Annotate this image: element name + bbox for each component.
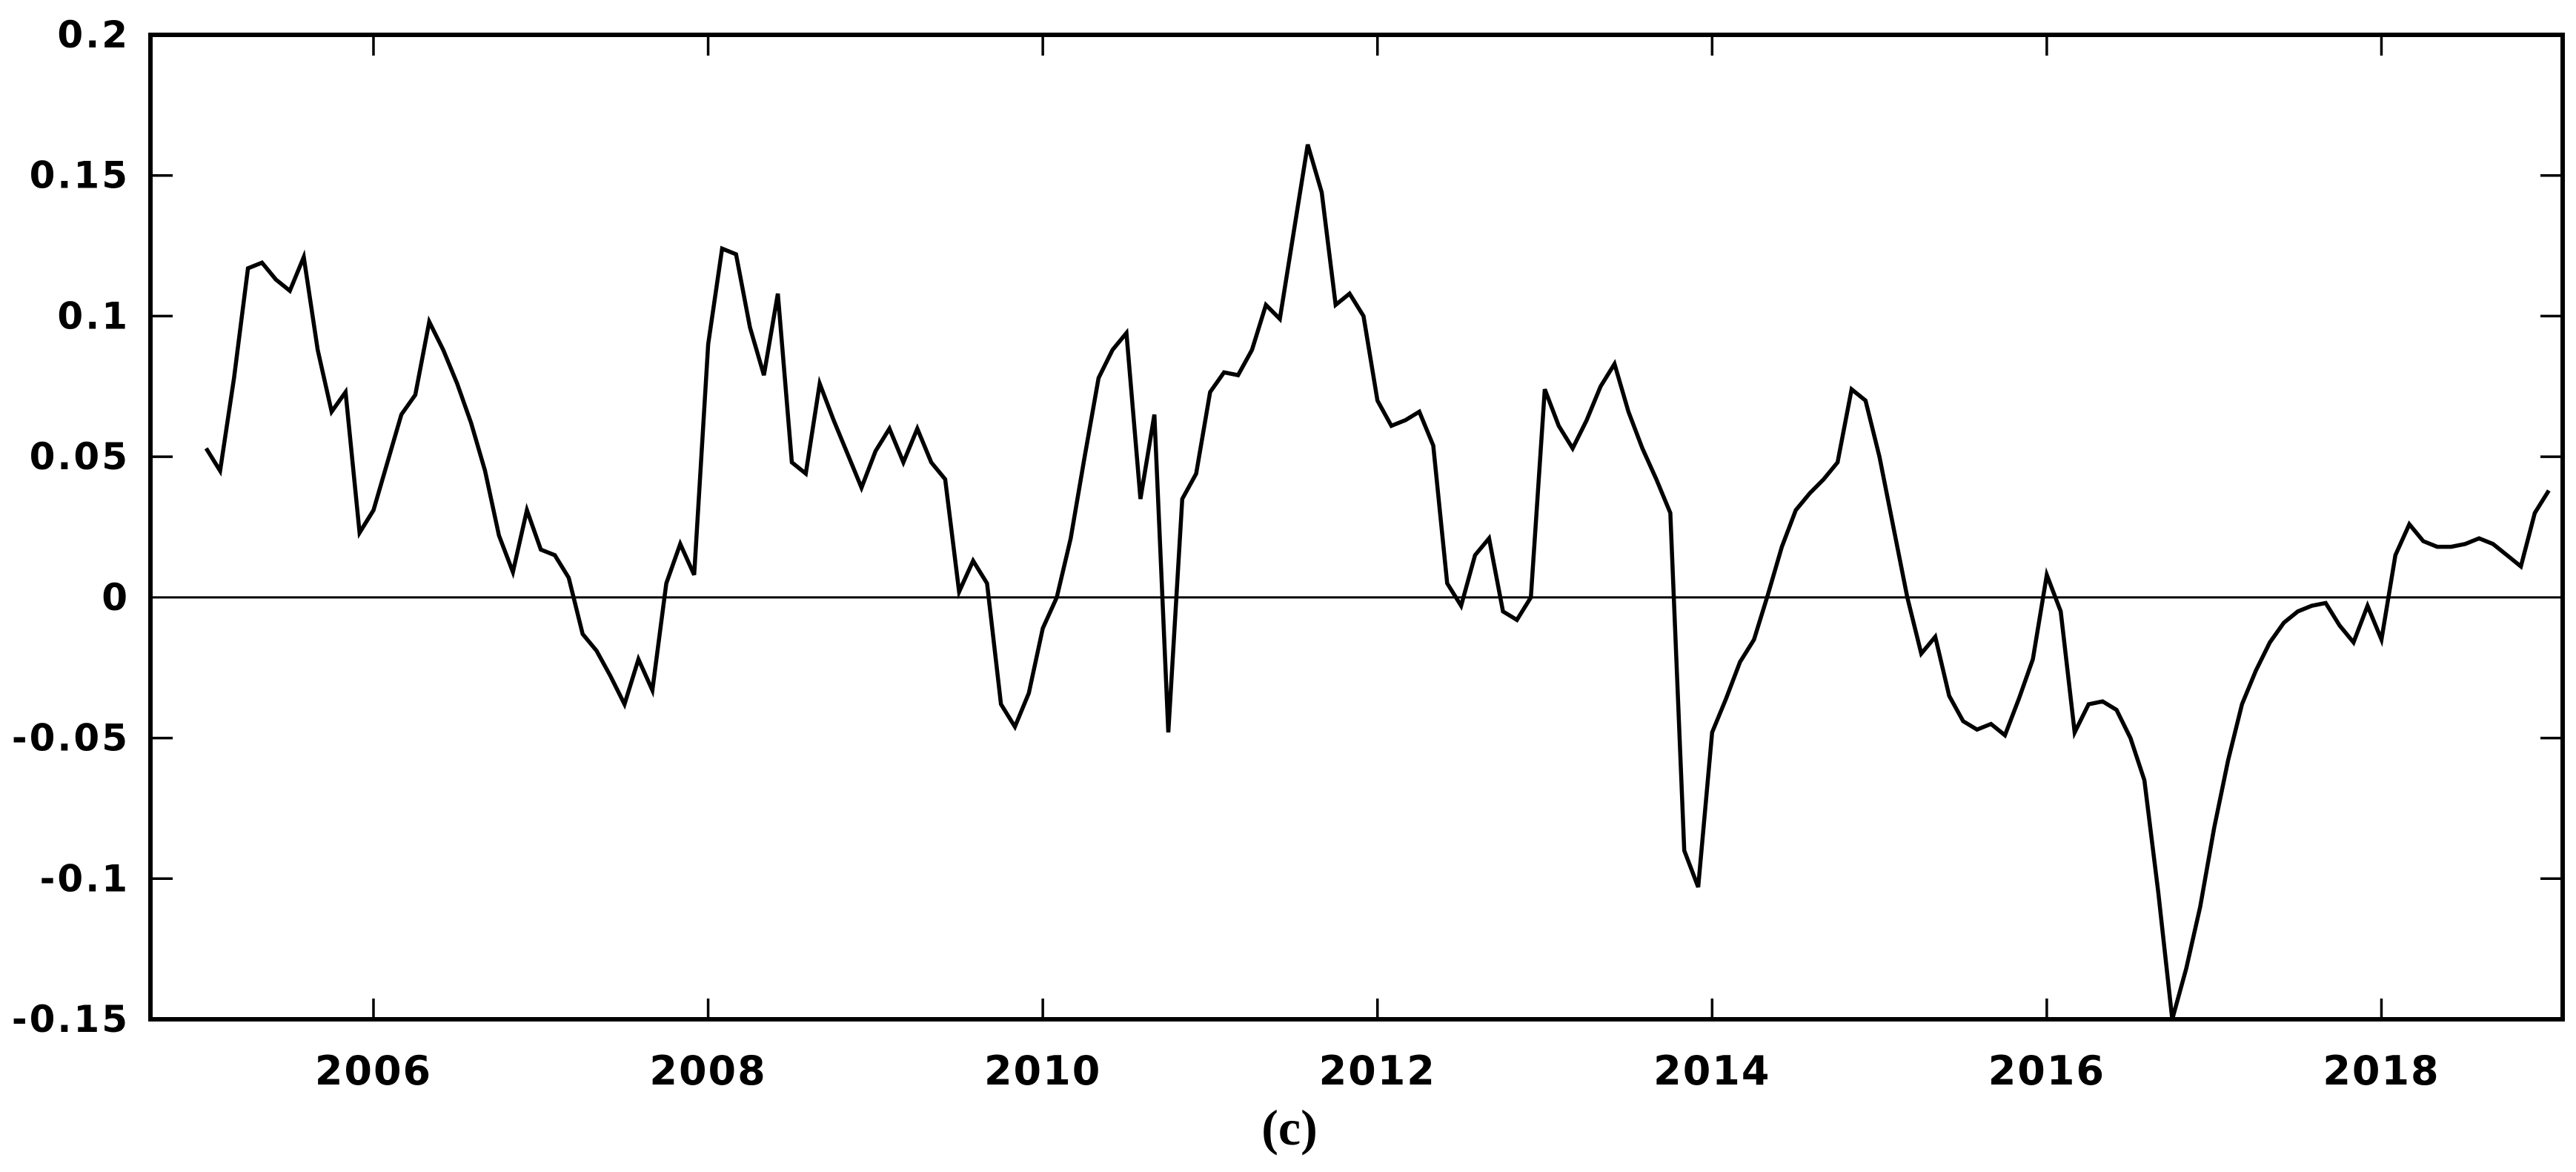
x-axis-tick-label: 2006 [315,1047,432,1094]
y-axis-tick-label: 0.05 [30,435,130,478]
x-axis-tick-label: 2008 [649,1047,766,1094]
x-axis-tick-label: 2016 [1988,1047,2105,1094]
y-axis-tick-label: -0.05 [12,717,130,760]
x-axis-tick-label: 2012 [1319,1047,1436,1094]
y-axis-tick-label: 0 [102,576,130,619]
y-axis-tick-label: -0.15 [12,998,130,1041]
y-axis-tick-label: -0.1 [40,857,130,900]
x-axis-tick-label: 2010 [984,1047,1101,1094]
y-axis-tick-label: 0.2 [57,13,130,56]
y-axis-tick-label: 0.15 [30,154,130,197]
x-axis-tick-label: 2018 [2323,1047,2440,1094]
x-axis-tick-label: 2014 [1653,1047,1770,1094]
plot-border [148,33,2565,1022]
y-axis-tick-label: 0.1 [57,294,130,337]
figure-caption-label: (c) [1261,1099,1318,1156]
data-line-series [204,144,2551,1020]
